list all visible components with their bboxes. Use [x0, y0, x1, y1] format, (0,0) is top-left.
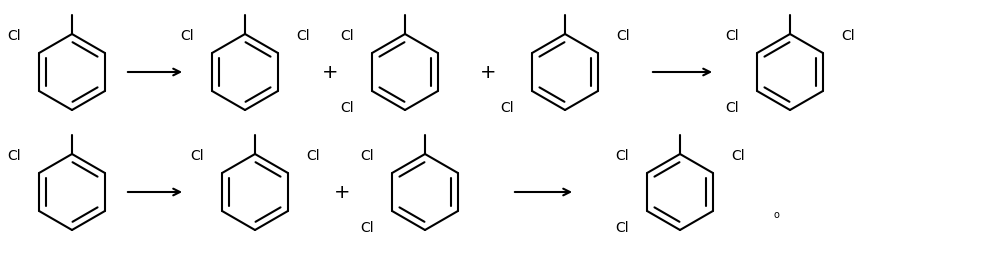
Text: Cl: Cl — [615, 221, 629, 235]
Text: Cl: Cl — [306, 149, 320, 163]
Text: Cl: Cl — [841, 29, 855, 43]
Text: o: o — [773, 210, 779, 220]
Text: Cl: Cl — [725, 101, 739, 115]
Text: Cl: Cl — [190, 149, 204, 163]
Text: Cl: Cl — [731, 149, 745, 163]
Text: +: + — [334, 182, 350, 201]
Text: +: + — [480, 63, 496, 82]
Text: Cl: Cl — [615, 149, 629, 163]
Text: Cl: Cl — [340, 101, 354, 115]
Text: Cl: Cl — [360, 149, 374, 163]
Text: Cl: Cl — [340, 29, 354, 43]
Text: +: + — [322, 63, 338, 82]
Text: Cl: Cl — [360, 221, 374, 235]
Text: Cl: Cl — [725, 29, 739, 43]
Text: Cl: Cl — [180, 29, 194, 43]
Text: Cl: Cl — [616, 29, 630, 43]
Text: Cl: Cl — [7, 149, 21, 163]
Text: Cl: Cl — [296, 29, 310, 43]
Text: Cl: Cl — [500, 101, 514, 115]
Text: Cl: Cl — [7, 29, 21, 43]
